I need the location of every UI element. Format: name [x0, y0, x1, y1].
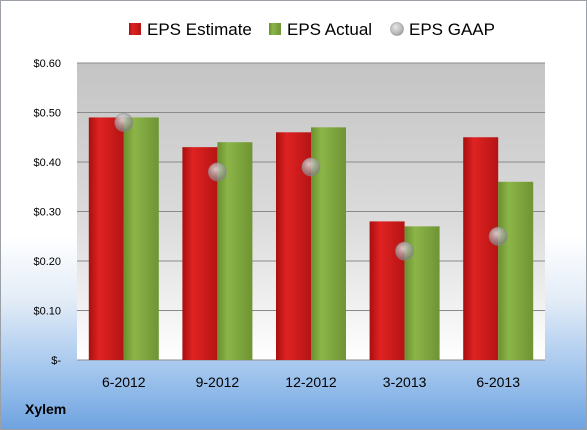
- bar-eps-estimate: [463, 137, 499, 360]
- legend-label: EPS GAAP: [409, 20, 495, 39]
- bar-eps-actual: [498, 181, 534, 360]
- bar-eps-estimate: [88, 117, 124, 360]
- legend-label: EPS Estimate: [147, 20, 252, 39]
- x-tick-label: 6-2013: [476, 374, 520, 390]
- bar-eps-actual: [123, 117, 159, 360]
- marker-eps-gaap: [488, 226, 508, 246]
- x-tick-label: 3-2013: [383, 374, 427, 390]
- y-tick-label: $0.30: [33, 207, 61, 219]
- marker-eps-gaap: [114, 112, 134, 132]
- bars: [88, 117, 534, 360]
- y-tick-label: $0.20: [33, 256, 61, 268]
- y-tick-label: $0.50: [33, 108, 61, 120]
- y-tick-label: $0.40: [33, 157, 61, 169]
- y-tick-label: $-: [51, 355, 61, 367]
- bar-eps-estimate: [182, 147, 218, 360]
- legend-swatch: [129, 23, 141, 35]
- legend-label: EPS Actual: [287, 20, 372, 39]
- bar-eps-estimate: [369, 221, 405, 360]
- marker-eps-gaap: [207, 162, 227, 182]
- y-tick-label: $0.60: [33, 58, 61, 70]
- x-tick-label: 6-2012: [102, 374, 146, 390]
- y-tick-label: $0.10: [33, 306, 61, 318]
- x-tick-label: 9-2012: [196, 374, 240, 390]
- x-tick-label: 12-2012: [285, 374, 337, 390]
- marker-eps-gaap: [395, 241, 415, 261]
- company-name: Xylem: [25, 401, 67, 417]
- legend: EPS Estimate EPS Actual EPS GAAP: [129, 20, 495, 39]
- legend-swatch: [390, 22, 404, 36]
- legend-swatch: [269, 23, 281, 35]
- x-axis: 6-2012 9-2012 12-2012 3-2013 6-2013: [102, 374, 520, 390]
- y-axis: $- $0.10 $0.20 $0.30 $0.40 $0.50 $0.60: [33, 58, 61, 367]
- gaap-markers: [114, 112, 508, 261]
- marker-eps-gaap: [301, 157, 321, 177]
